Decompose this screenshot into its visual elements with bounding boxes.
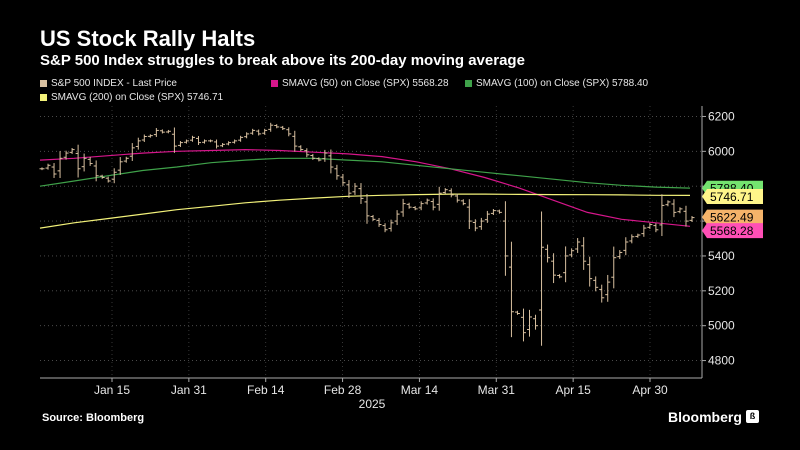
chart-subtitle: S&P 500 Index struggles to break above i… xyxy=(40,52,525,69)
chart-title: US Stock Rally Halts xyxy=(40,26,256,51)
y-tick-label: 6200 xyxy=(708,109,735,123)
x-tick-label: Feb 14 xyxy=(247,383,285,397)
legend-item-sma50: SMAVG (50) on Close (SPX) 5568.28 xyxy=(271,78,449,89)
bloomberg-brand: Bloomberg xyxy=(668,409,742,425)
legend-row-1: S&P 500 INDEX - Last Price SMAVG (50) on… xyxy=(40,78,740,92)
legend-row-2: SMAVG (200) on Close (SPX) 5746.71 xyxy=(40,92,740,106)
sma50-value-tag-box xyxy=(702,223,763,239)
sma200-line xyxy=(39,193,691,229)
legend-item-sma200: SMAVG (200) on Close (SPX) 5746.71 xyxy=(40,92,223,103)
legend-swatch-sma50 xyxy=(271,79,278,87)
sma200-value-tag-text: 5746.71 xyxy=(710,190,754,204)
x-tick-label: Jan 15 xyxy=(94,383,130,397)
source-note: Source: Bloomberg xyxy=(42,412,145,424)
y-tick-label: 5200 xyxy=(708,284,735,298)
legend-swatch-price xyxy=(40,79,47,87)
legend-item-price: S&P 500 INDEX - Last Price xyxy=(40,78,177,89)
sma50-line xyxy=(39,148,691,227)
price-value-tag-text: 5622.49 xyxy=(710,211,754,225)
legend-swatch-sma100 xyxy=(465,79,472,87)
sma100-line xyxy=(39,157,691,189)
x-tick-label: Mar 14 xyxy=(401,383,439,397)
legend-label-sma200: SMAVG (200) on Close (SPX) 5746.71 xyxy=(51,92,224,103)
x-tick-label: Jan 31 xyxy=(171,383,207,397)
price-value-tag-box xyxy=(702,209,763,225)
x-tick-label: Apr 15 xyxy=(555,383,591,397)
y-tick-label: 6000 xyxy=(708,144,735,158)
x-tick-label: Apr 30 xyxy=(632,383,668,397)
legend-label-price: S&P 500 INDEX - Last Price xyxy=(51,78,177,89)
x-tick-label: Feb 28 xyxy=(324,383,362,397)
y-tick-label: 4800 xyxy=(708,354,735,368)
legend-item-sma100: SMAVG (100) on Close (SPX) 5788.40 xyxy=(465,78,648,89)
x-tick-label: Mar 31 xyxy=(478,383,516,397)
sma200-value-tag-box xyxy=(702,188,763,204)
bloomberg-icon: ß xyxy=(746,410,759,423)
legend-label-sma50: SMAVG (50) on Close (SPX) 5568.28 xyxy=(282,78,449,89)
y-tick-label: 5000 xyxy=(708,319,735,333)
sma50-value-tag-text: 5568.28 xyxy=(710,224,754,238)
legend-label-sma100: SMAVG (100) on Close (SPX) 5788.40 xyxy=(476,78,649,89)
y-tick-label: 5400 xyxy=(708,249,735,263)
x-year-label: 2025 xyxy=(359,397,386,411)
legend-swatch-sma200 xyxy=(40,93,47,101)
